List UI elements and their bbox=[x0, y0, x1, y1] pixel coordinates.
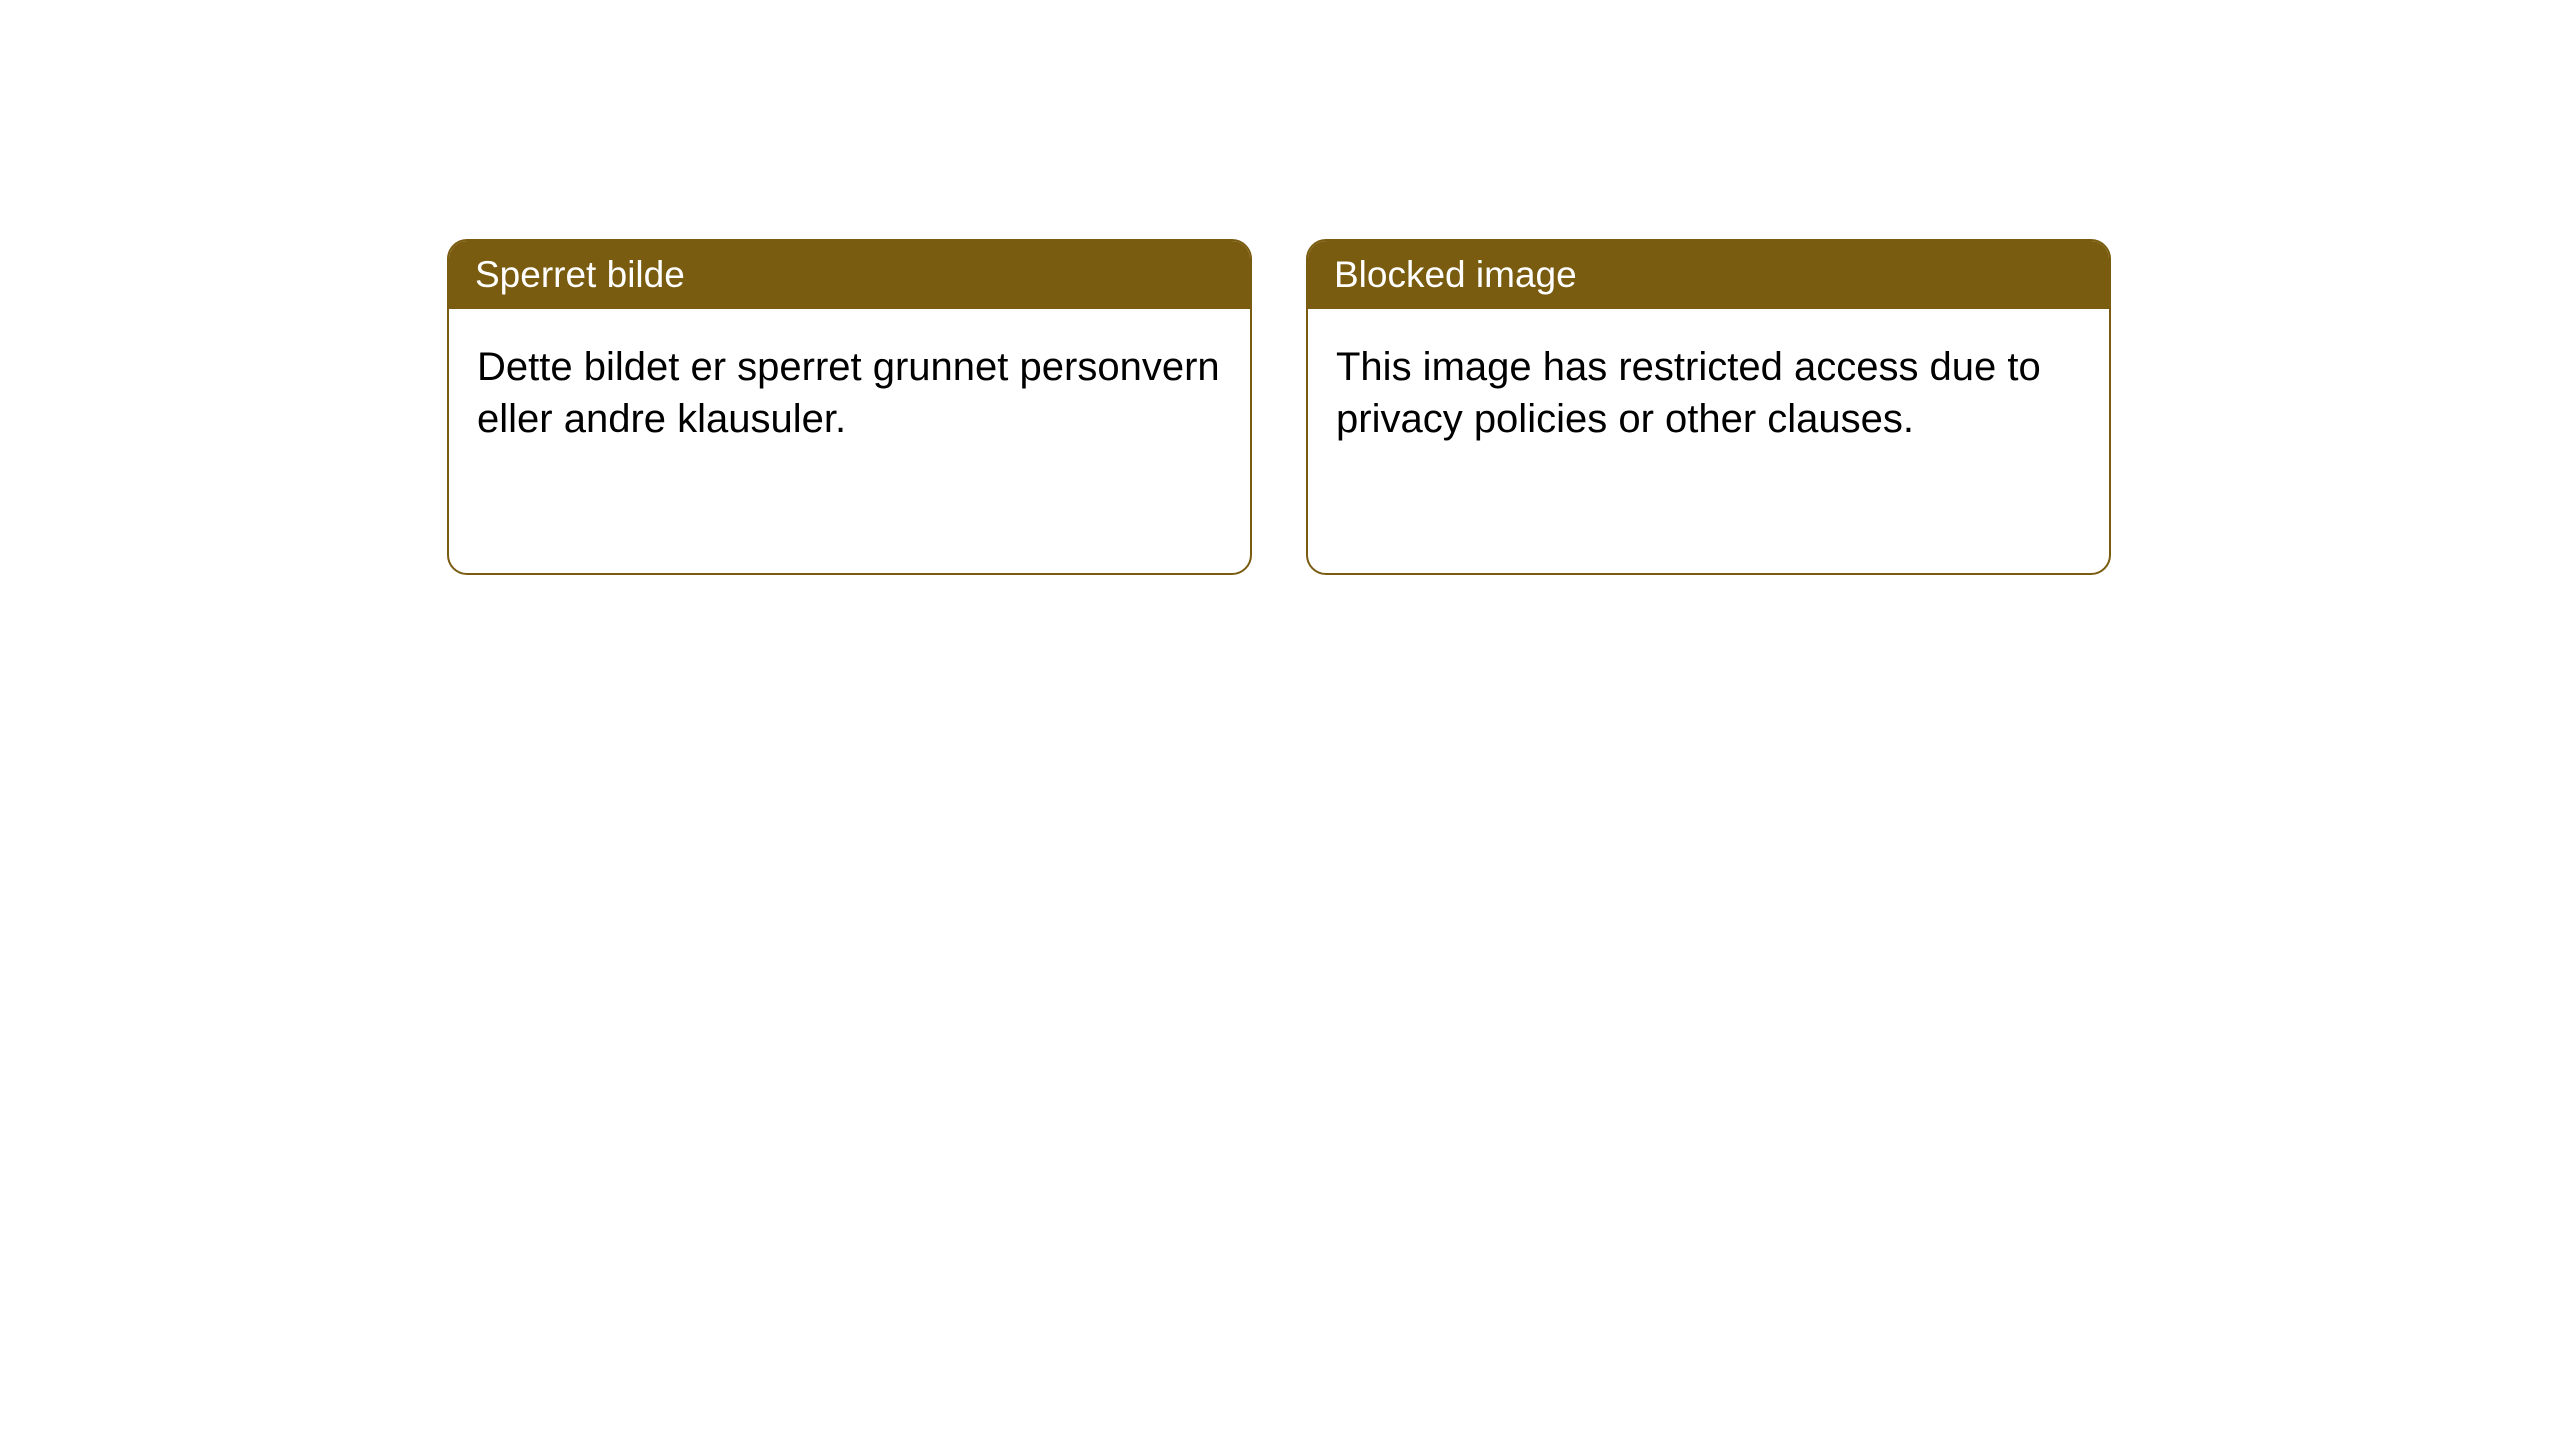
card-message: Dette bildet er sperret grunnet personve… bbox=[477, 345, 1220, 441]
card-header-norwegian: Sperret bilde bbox=[449, 241, 1250, 309]
card-body-english: This image has restricted access due to … bbox=[1308, 309, 2109, 477]
card-body-norwegian: Dette bildet er sperret grunnet personve… bbox=[449, 309, 1250, 477]
card-title: Blocked image bbox=[1334, 254, 1577, 295]
notice-container: Sperret bilde Dette bildet er sperret gr… bbox=[0, 0, 2560, 575]
card-message: This image has restricted access due to … bbox=[1336, 345, 2041, 441]
notice-card-norwegian: Sperret bilde Dette bildet er sperret gr… bbox=[447, 239, 1252, 575]
notice-card-english: Blocked image This image has restricted … bbox=[1306, 239, 2111, 575]
card-title: Sperret bilde bbox=[475, 254, 685, 295]
card-header-english: Blocked image bbox=[1308, 241, 2109, 309]
